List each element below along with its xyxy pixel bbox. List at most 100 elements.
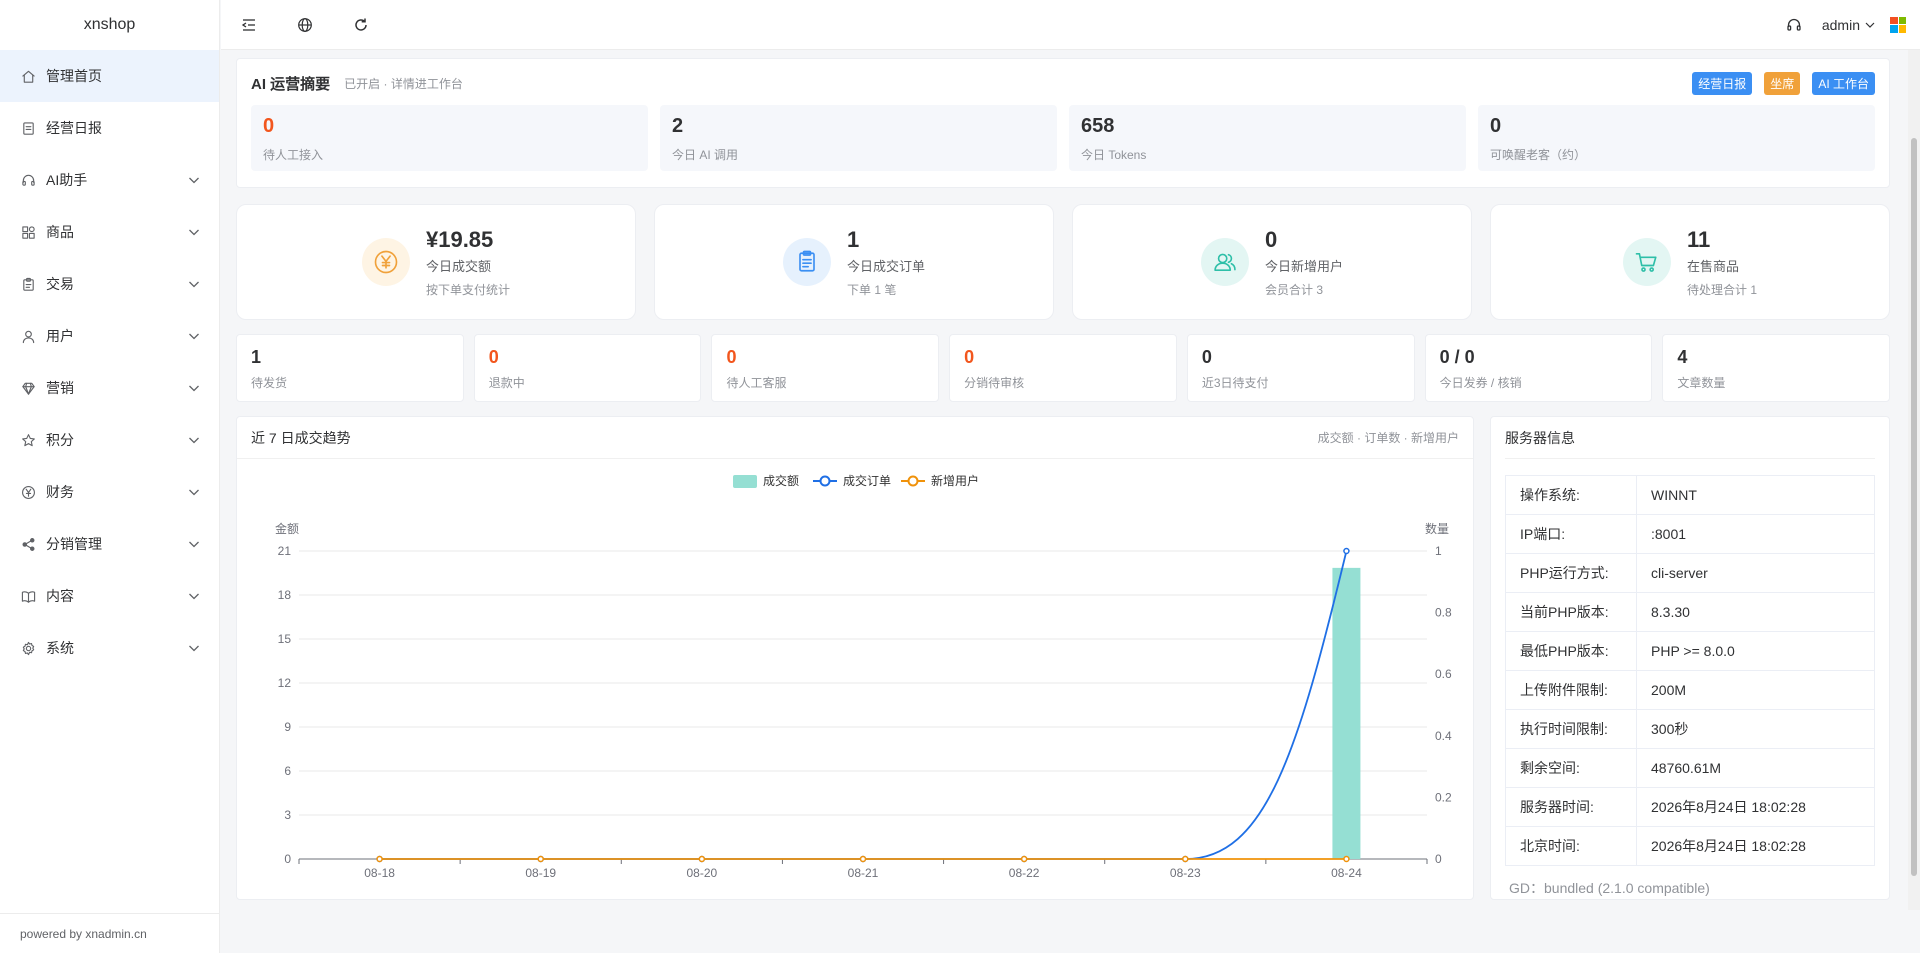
ai-action-button-2[interactable]: AI 工作台 <box>1812 71 1875 95</box>
goods-icon <box>21 225 35 239</box>
chevron-down-icon <box>1865 22 1875 28</box>
stat-card-sub: 会员合计 3 <box>1264 282 1323 297</box>
ai-action-button-1[interactable]: 坐席 <box>1764 71 1801 95</box>
sidebar-item-2[interactable]: AI助手 <box>0 154 219 206</box>
legend-label-1[interactable]: 成交订单 <box>843 473 891 488</box>
legend-label-0[interactable]: 成交额 <box>763 473 799 488</box>
legend-label-2[interactable]: 新增用户 <box>931 473 979 488</box>
bar-08-24[interactable] <box>1332 567 1361 859</box>
chevron-down-icon <box>187 433 201 447</box>
sidebar-item-1[interactable]: 经营日报 <box>0 102 219 154</box>
series-point-2-08-19[interactable] <box>537 855 544 863</box>
small-stat-label: 待人工客服 <box>726 376 787 390</box>
collapse-menu-button[interactable] <box>221 0 277 50</box>
series-point-2-08-24[interactable] <box>1343 855 1350 863</box>
headset-icon <box>21 174 35 186</box>
app-logo[interactable]: xnshop <box>83 16 136 33</box>
y2-tick-label: 0.8 <box>1435 606 1452 620</box>
series-point-2-08-20[interactable] <box>698 855 706 863</box>
language-button[interactable] <box>277 0 333 50</box>
stat-card-sub: 下单 1 笔 <box>846 282 897 297</box>
yen-circle-icon <box>374 250 398 274</box>
small-stat-card-4[interactable]: 0 近3日待支付 <box>1186 334 1415 402</box>
series-point-2-08-18[interactable] <box>376 855 383 863</box>
apps-icon[interactable] <box>1890 16 1906 33</box>
small-stat-value: 0 <box>964 347 975 367</box>
sidebar-item-8[interactable]: 财务 <box>0 466 219 518</box>
stat-card-1[interactable]: 1 今日成交订单 下单 1 笔 <box>654 204 1054 320</box>
chevron-down-icon <box>187 589 201 603</box>
sidebar-menu: 管理首页 经营日报 AI助手商品交易用户 营销 积分财务分销管理 内容 系统 <box>0 50 219 674</box>
stat-card-3[interactable]: 11 在售商品 待处理合计 1 <box>1490 204 1890 320</box>
sidebar-item-label: 交易 <box>46 276 74 292</box>
sidebar-item-6[interactable]: 营销 <box>0 362 219 414</box>
server-info-key: 当前PHP版本: <box>1505 592 1637 632</box>
page-scrollbar[interactable] <box>1908 50 1920 910</box>
sidebar-item-9[interactable]: 分销管理 <box>0 518 219 570</box>
ai-stat-value: 0 <box>1490 115 1502 137</box>
ai-stat-card[interactable]: 0 待人工接入 <box>251 105 648 171</box>
small-stat-card-5[interactable]: 0 / 0 今日发券 / 核销 <box>1424 334 1653 402</box>
small-stat-card-0[interactable]: 1 待发货 <box>236 334 464 402</box>
user-menu[interactable]: admin <box>1822 17 1876 33</box>
sidebar-footer: powered by xnadmin.cn <box>0 913 220 953</box>
support-button[interactable] <box>1776 0 1812 50</box>
y-tick-label: 3 <box>284 808 291 822</box>
sidebar-item-icon <box>20 536 36 552</box>
series-point-2-08-22[interactable] <box>1020 855 1028 863</box>
series-point-1-08-24[interactable] <box>1343 547 1350 555</box>
ai-stat-card[interactable]: 0 可唤醒老客（约） <box>1478 105 1875 171</box>
sidebar-item-4[interactable]: 交易 <box>0 258 219 310</box>
server-info-row: 执行时间限制: 300秒 <box>1505 709 1875 749</box>
small-stat-card-3[interactable]: 0 分销待审核 <box>949 334 1177 402</box>
chevron-down-icon <box>187 329 201 343</box>
stat-card-icon <box>1622 238 1671 286</box>
small-stat-card-6[interactable]: 4 文章数量 <box>1662 334 1891 402</box>
small-stat-card-2[interactable]: 0 待人工客服 <box>711 334 940 402</box>
top-header: admin <box>221 0 1920 50</box>
stat-card-2[interactable]: 0 今日新增用户 会员合计 3 <box>1072 204 1472 320</box>
y2-axis-label: 数量 <box>1425 521 1449 536</box>
sidebar-item-3[interactable]: 商品 <box>0 206 219 258</box>
server-info-value: 300秒 <box>1636 709 1875 749</box>
sidebar-item-label: 财务 <box>46 484 74 500</box>
server-info-row: 剩余空间: 48760.61M <box>1505 748 1875 788</box>
stat-card-0[interactable]: ¥19.85 今日成交额 按下单支付统计 <box>236 204 636 320</box>
trend-chart[interactable]: 0 3 6 9 12 15 18 21 0 0.2 0.4 0.6 0.8 1 金额 数量 08-18 08-19… <box>237 459 1473 899</box>
ai-action-button-0[interactable]: 经营日报 <box>1692 71 1753 95</box>
series-point-2-08-23[interactable] <box>1182 855 1189 863</box>
sidebar-item-5[interactable]: 用户 <box>0 310 219 362</box>
ai-stat-card[interactable]: 2 今日 AI 调用 <box>660 105 1057 171</box>
gd-info: GD：bundled (2.1.0 compatible) <box>1509 880 1710 896</box>
scrollbar-thumb[interactable] <box>1911 138 1917 876</box>
stat-card-text: 1 今日成交订单 下单 1 笔 <box>847 227 925 298</box>
sidebar-item-10[interactable]: 内容 <box>0 570 219 622</box>
main-content: AI 运营摘要 已开启 · 详情进工作台 经营日报 坐席 AI 工作台 0 待人工接入… <box>236 58 1891 900</box>
server-info-value: :8001 <box>1636 514 1875 554</box>
small-stat-card-1[interactable]: 0 退款中 <box>473 334 702 402</box>
small-stat-value: 0 <box>488 347 499 367</box>
stat-card-label: 今日成交额 <box>425 258 491 274</box>
stat-card-icon <box>361 238 410 286</box>
ai-stat-card[interactable]: 658 今日 Tokens <box>1069 105 1466 171</box>
sidebar-item-7[interactable]: 积分 <box>0 414 219 466</box>
small-stat-label: 文章数量 <box>1677 376 1726 390</box>
sidebar-item-label: AI助手 <box>46 172 88 188</box>
bottom-row: 近 7 日成交趋势 成交额 · 订单数 · 新增用户 0 3 6 9 12 15 18 21 0… <box>236 416 1890 900</box>
server-info-value: 2026年8月24日 18:02:28 <box>1636 826 1875 866</box>
chevron-down-icon <box>187 173 201 187</box>
x-tick-label: 08-23 <box>1170 866 1201 880</box>
gear-icon <box>22 641 34 655</box>
refresh-icon <box>355 18 367 31</box>
sidebar-item-11[interactable]: 系统 <box>0 622 219 674</box>
y-tick-label: 18 <box>278 588 292 602</box>
series-point-2-08-21[interactable] <box>859 855 867 863</box>
legend-swatch-0[interactable] <box>733 475 757 488</box>
server-info-value: WINNT <box>1636 475 1875 515</box>
y2-tick-label: 1 <box>1435 544 1442 558</box>
small-stats-row: 1 待发货 0 退款中 0 待人工客服 0 分销待审核 0 近3日待支付 0 / 0 今日发券 / 核… <box>236 334 1891 402</box>
small-stat-value: 4 <box>1677 347 1688 367</box>
sidebar-item-0[interactable]: 管理首页 <box>0 50 219 102</box>
menu-fold-icon <box>241 18 255 31</box>
refresh-button[interactable] <box>333 0 389 50</box>
